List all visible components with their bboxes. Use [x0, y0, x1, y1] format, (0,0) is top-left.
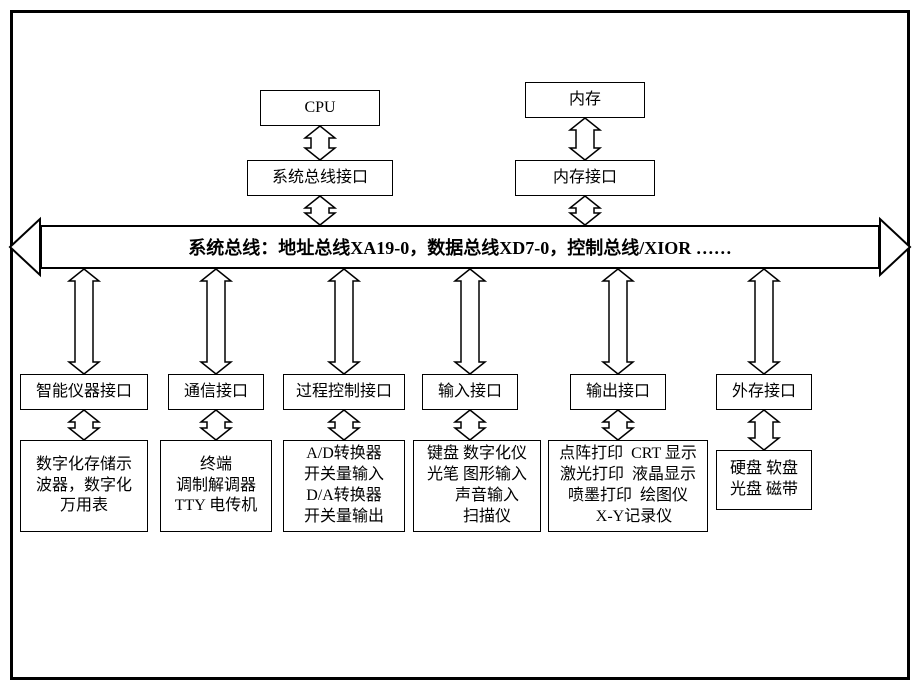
- device-box: 数字化存储示 波器，数字化 万用表: [20, 440, 148, 532]
- interface-box: 通信接口: [168, 374, 264, 410]
- interface-box: 智能仪器接口: [20, 374, 148, 410]
- memory-label: 内存: [569, 90, 601, 111]
- device-box: 点阵打印 CRT 显示 激光打印 液晶显示 喷墨打印 绘图仪 X-Y记录仪: [548, 440, 708, 532]
- double-arrow: [455, 269, 485, 374]
- double-arrow: [749, 410, 779, 450]
- system-bus-interface: 系统总线接口: [247, 160, 393, 196]
- sysbusif-label: 系统总线接口: [272, 168, 368, 189]
- system-bus-bar: 系统总线：地址总线XA19-0，数据总线XD7-0，控制总线/XIOR ……: [40, 225, 880, 269]
- interface-box: 输入接口: [422, 374, 518, 410]
- device-box: 硬盘 软盘 光盘 磁带: [716, 450, 812, 510]
- double-arrow: [305, 126, 335, 160]
- double-arrow: [455, 410, 485, 440]
- double-arrow: [570, 118, 600, 160]
- double-arrow: [329, 269, 359, 374]
- memory-if-label: 内存接口: [553, 168, 617, 189]
- interface-box: 输出接口: [570, 374, 666, 410]
- interface-box: 过程控制接口: [283, 374, 405, 410]
- cpu-label: CPU: [304, 98, 335, 119]
- memory-interface: 内存接口: [515, 160, 655, 196]
- double-arrow: [749, 269, 779, 374]
- device-box: 键盘 数字化仪 光笔 图形输入 声音输入 扫描仪: [413, 440, 541, 532]
- cpu-box: CPU: [260, 90, 380, 126]
- double-arrow: [603, 410, 633, 440]
- double-arrow: [570, 196, 600, 225]
- device-box: 终端 调制解调器 TTY 电传机: [160, 440, 272, 532]
- double-arrow: [329, 410, 359, 440]
- double-arrow: [69, 269, 99, 374]
- bus-arrowhead-left: [10, 219, 70, 299]
- bus-arrowhead-right: [880, 219, 920, 299]
- double-arrow: [603, 269, 633, 374]
- double-arrow: [305, 196, 335, 225]
- interface-box: 外存接口: [716, 374, 812, 410]
- memory-box: 内存: [525, 82, 645, 118]
- double-arrow: [201, 410, 231, 440]
- double-arrow: [201, 269, 231, 374]
- system-bus-label: 系统总线：地址总线XA19-0，数据总线XD7-0，控制总线/XIOR ……: [188, 234, 732, 260]
- double-arrow: [69, 410, 99, 440]
- device-box: A/D转换器 开关量输入 D/A转换器 开关量输出: [283, 440, 405, 532]
